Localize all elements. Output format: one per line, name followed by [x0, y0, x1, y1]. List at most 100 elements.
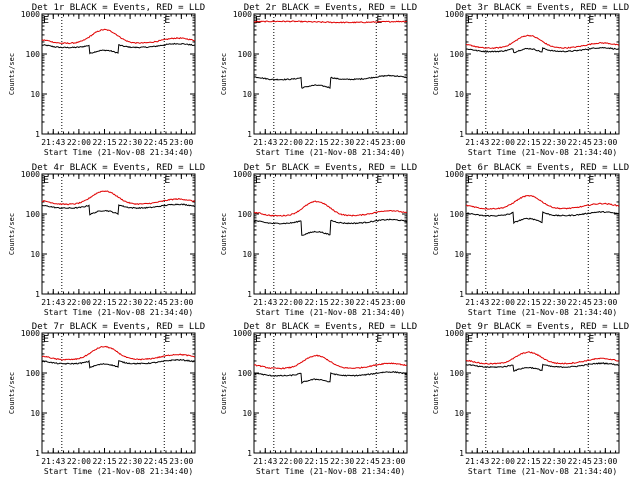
x-tick-label: 22:45 [356, 457, 380, 466]
event-marker: E [164, 175, 170, 186]
y-tick-label: 10 [242, 90, 252, 99]
x-tick-label: 22:15 [304, 298, 328, 307]
event-marker: E [467, 175, 473, 186]
x-tick-label: 22:00 [279, 138, 303, 147]
panel-det-2: Det 2r BLACK = Events, RED = LLD 1 10 100 10… [220, 3, 417, 157]
x-axis-label: Start Time (21-Nov-08 21:34:40) [256, 148, 405, 157]
x-tick-label: 23:00 [593, 298, 617, 307]
event-marker: E [588, 15, 594, 26]
panel-title: Det 6r BLACK = Events, RED = LLD [456, 163, 629, 173]
series-line-lld [465, 351, 619, 365]
y-tick-label: 10 [242, 250, 252, 259]
y-tick-label: 10 [454, 250, 464, 259]
x-tick-label: 21:43 [465, 457, 489, 466]
y-tick-label: 1000 [233, 329, 252, 338]
event-marker: E [376, 175, 382, 186]
panel-det-1: Det 1r BLACK = Events, RED = LLD 1 10 100 10… [8, 3, 205, 157]
plot-frame [465, 173, 620, 295]
x-tick-label: 22:45 [144, 457, 168, 466]
y-axis-label: Counts/sec [432, 53, 440, 95]
series-line-events [42, 358, 195, 369]
y-tick-label: 1000 [233, 170, 252, 179]
x-tick-label: 22:30 [118, 457, 142, 466]
x-tick-label: 22:15 [516, 138, 540, 147]
panel-title: Det 3r BLACK = Events, RED = LLD [456, 3, 629, 13]
x-tick-label: 22:45 [356, 138, 380, 147]
y-tick-label: 100 [26, 210, 41, 219]
y-tick-label: 10 [30, 90, 40, 99]
x-tick-label: 22:15 [516, 298, 540, 307]
series-line-lld [41, 345, 196, 361]
series-line-events [465, 210, 620, 225]
series-line-lld [254, 354, 407, 370]
series-line-events [41, 42, 195, 55]
x-axis-label: Start Time (21-Nov-08 21:34:40) [44, 308, 193, 317]
y-tick-label: 1 [459, 290, 464, 299]
x-tick-label: 22:15 [92, 298, 116, 307]
y-tick-label: 1 [35, 449, 40, 458]
x-tick-label: 22:00 [491, 138, 515, 147]
plot-frame [465, 13, 620, 135]
x-tick-label: 22:00 [67, 298, 91, 307]
x-tick-label: 22:30 [330, 457, 354, 466]
x-tick-label: 22:30 [330, 298, 354, 307]
x-tick-label: 22:00 [491, 298, 515, 307]
panel-title: Det 2r BLACK = Events, RED = LLD [244, 3, 417, 13]
y-axis-label: Counts/sec [220, 53, 228, 95]
x-tick-label: 21:43 [253, 298, 277, 307]
plot-frame [41, 332, 196, 454]
event-marker: E [164, 15, 170, 26]
plot-frame [41, 173, 196, 295]
plot-frame [41, 13, 196, 135]
y-tick-label: 1000 [445, 170, 464, 179]
series-line-lld [253, 20, 407, 24]
event-marker: E [588, 334, 594, 345]
panel-det-4: Det 4r BLACK = Events, RED = LLD 1 10 100 10… [8, 163, 205, 317]
x-tick-label: 21:43 [253, 457, 277, 466]
y-tick-label: 1000 [233, 10, 252, 19]
event-marker: E [164, 334, 170, 345]
event-marker: E [255, 15, 261, 26]
x-tick-label: 22:15 [92, 138, 116, 147]
x-tick-label: 22:45 [144, 138, 168, 147]
x-tick-label: 23:00 [593, 138, 617, 147]
y-tick-label: 10 [30, 250, 40, 259]
y-tick-label: 1 [35, 290, 40, 299]
y-tick-label: 1 [35, 130, 40, 139]
y-tick-label: 100 [450, 210, 465, 219]
panel-det-6: Det 6r BLACK = Events, RED = LLD 1 10 100 10… [432, 163, 629, 317]
y-tick-label: 10 [454, 409, 464, 418]
y-tick-label: 1 [247, 130, 252, 139]
x-axis-label: Start Time (21-Nov-08 21:34:40) [44, 467, 193, 476]
panel-det-3: Det 3r BLACK = Events, RED = LLD 1 10 100 10… [432, 3, 629, 157]
x-tick-label: 22:30 [118, 138, 142, 147]
event-marker: E [588, 175, 594, 186]
y-axis-label: Counts/sec [8, 53, 16, 95]
event-marker: E [376, 15, 382, 26]
x-tick-label: 22:45 [144, 298, 168, 307]
y-tick-label: 10 [242, 409, 252, 418]
plot-frame [465, 332, 620, 454]
x-tick-label: 23:00 [381, 138, 405, 147]
x-tick-label: 22:30 [330, 138, 354, 147]
x-tick-label: 23:00 [169, 298, 193, 307]
event-marker: E [467, 15, 473, 26]
y-tick-label: 10 [454, 90, 464, 99]
y-tick-label: 10 [30, 409, 40, 418]
x-tick-label: 22:15 [516, 457, 540, 466]
x-tick-label: 22:00 [491, 457, 515, 466]
x-tick-label: 21:43 [465, 298, 489, 307]
event-marker: E [43, 15, 49, 26]
x-tick-label: 23:00 [381, 457, 405, 466]
series-line-events [253, 370, 408, 385]
y-axis-label: Counts/sec [220, 213, 228, 255]
x-tick-label: 22:45 [568, 298, 592, 307]
x-tick-label: 22:45 [568, 457, 592, 466]
y-tick-label: 100 [26, 50, 41, 59]
plot-frame [253, 332, 408, 454]
series-line-events [465, 46, 619, 54]
plot-frame [253, 13, 408, 135]
y-tick-label: 1000 [21, 10, 40, 19]
y-axis-label: Counts/sec [8, 213, 16, 255]
